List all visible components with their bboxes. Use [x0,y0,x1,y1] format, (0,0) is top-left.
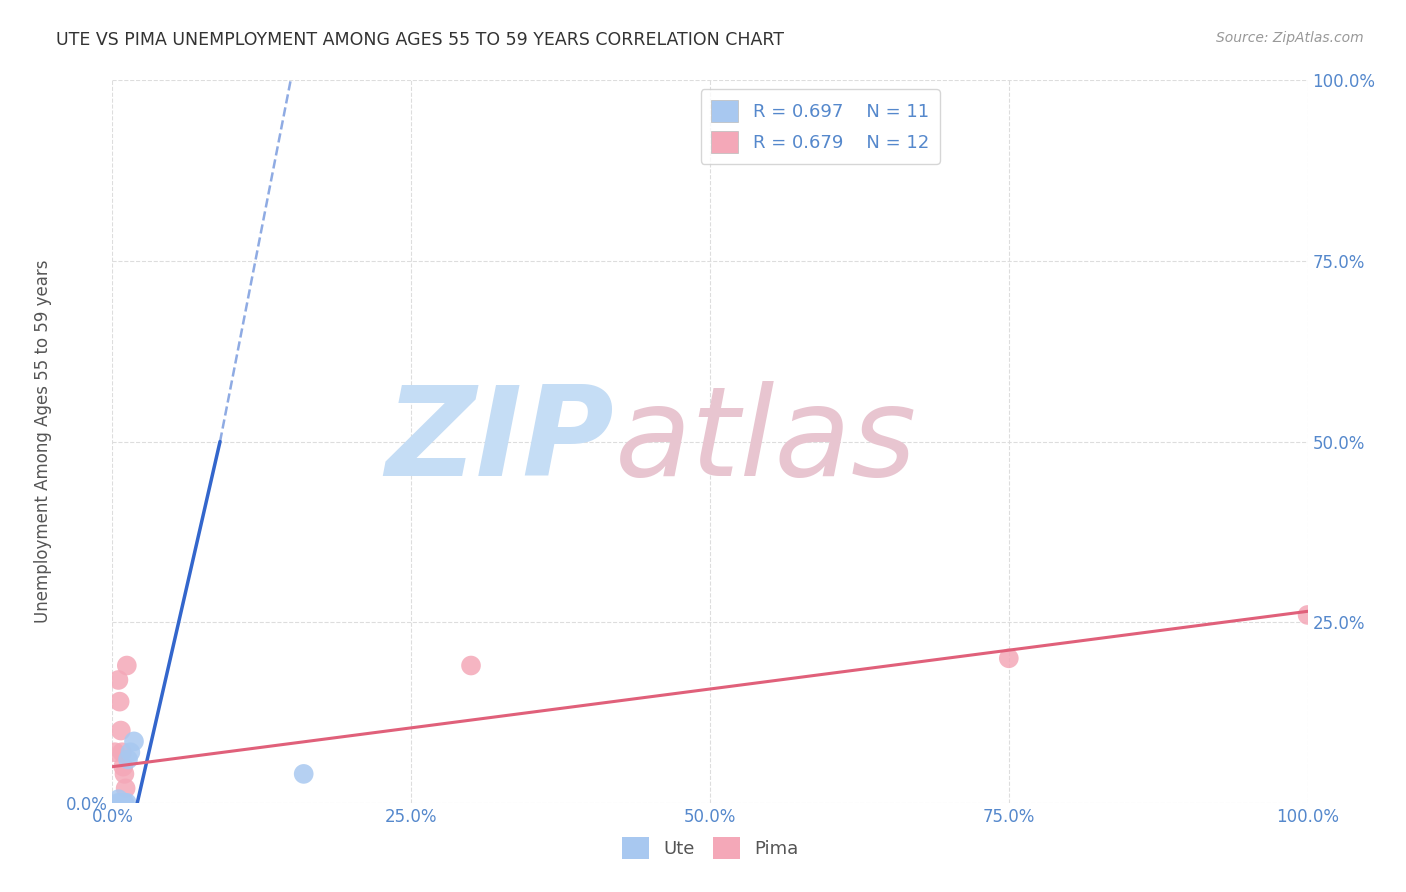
Point [112,760,135,774]
Point [111,796,134,810]
Point [114,767,135,781]
Point [122,734,145,748]
Point [107,792,129,806]
Point [108,695,131,709]
Point [110,796,132,810]
Point [114,781,136,796]
Point [115,796,138,810]
Y-axis label: Unemployment Among Ages 55 to 59 years: Unemployment Among Ages 55 to 59 years [34,260,52,624]
Text: atlas: atlas [614,381,917,502]
Point [1296,607,1319,622]
Point [115,658,138,673]
Point [111,745,134,759]
Point [292,767,315,781]
Point [120,745,142,759]
Point [460,658,482,673]
Legend: Ute, Pima: Ute, Pima [614,830,806,866]
Text: Source: ZipAtlas.com: Source: ZipAtlas.com [1216,31,1364,45]
Text: UTE VS PIMA UNEMPLOYMENT AMONG AGES 55 TO 59 YEARS CORRELATION CHART: UTE VS PIMA UNEMPLOYMENT AMONG AGES 55 T… [56,31,785,49]
Point [107,673,129,687]
Point [112,796,135,810]
Point [110,723,132,738]
Text: ZIP: ZIP [385,381,614,502]
Point [117,752,139,766]
Point [114,796,135,810]
Point [998,651,1021,665]
Point [107,796,129,810]
Point [104,745,127,759]
